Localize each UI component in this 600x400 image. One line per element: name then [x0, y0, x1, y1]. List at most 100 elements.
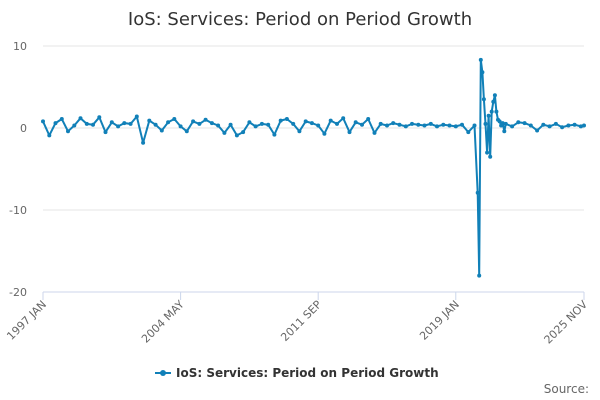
- data-point[interactable]: [366, 117, 371, 121]
- data-point[interactable]: [134, 114, 139, 119]
- data-point[interactable]: [535, 128, 540, 133]
- data-point[interactable]: [428, 121, 433, 126]
- data-point[interactable]: [322, 131, 327, 136]
- data-point[interactable]: [397, 122, 402, 127]
- data-point[interactable]: [347, 130, 352, 135]
- data-point[interactable]: [184, 129, 189, 134]
- data-point[interactable]: [228, 122, 233, 127]
- data-point[interactable]: [97, 115, 102, 120]
- data-point[interactable]: [516, 120, 521, 125]
- data-point[interactable]: [391, 121, 396, 126]
- data-point[interactable]: [378, 121, 383, 126]
- data-point[interactable]: [385, 123, 389, 128]
- data-point[interactable]: [197, 121, 202, 126]
- data-point[interactable]: [478, 57, 483, 62]
- data-point[interactable]: [209, 121, 214, 126]
- data-point[interactable]: [566, 123, 571, 128]
- data-point[interactable]: [141, 140, 146, 145]
- series-line[interactable]: [42, 58, 585, 277]
- data-point[interactable]: [522, 121, 527, 126]
- data-point[interactable]: [172, 117, 177, 121]
- data-point[interactable]: [328, 118, 333, 123]
- data-point[interactable]: [485, 150, 490, 155]
- data-point[interactable]: [447, 123, 452, 128]
- data-point[interactable]: [480, 70, 485, 75]
- data-point[interactable]: [166, 120, 171, 125]
- data-point[interactable]: [316, 123, 321, 128]
- data-point[interactable]: [53, 121, 58, 126]
- data-point[interactable]: [203, 117, 208, 122]
- data-point[interactable]: [441, 122, 446, 127]
- data-point[interactable]: [475, 190, 480, 195]
- data-point[interactable]: [222, 130, 227, 135]
- data-point[interactable]: [494, 109, 499, 114]
- data-point[interactable]: [84, 121, 89, 126]
- data-point[interactable]: [341, 116, 346, 121]
- data-point[interactable]: [272, 132, 277, 137]
- data-point[interactable]: [91, 122, 95, 127]
- data-point[interactable]: [309, 121, 314, 126]
- data-point[interactable]: [472, 123, 477, 128]
- data-point[interactable]: [481, 97, 486, 102]
- data-point[interactable]: [116, 124, 121, 129]
- data-point[interactable]: [284, 117, 289, 121]
- data-point[interactable]: [582, 123, 586, 128]
- data-point[interactable]: [410, 121, 414, 126]
- data-point[interactable]: [59, 117, 64, 121]
- data-point[interactable]: [502, 129, 507, 134]
- data-point[interactable]: [247, 120, 252, 125]
- data-point[interactable]: [360, 122, 364, 127]
- data-point[interactable]: [488, 154, 493, 159]
- data-point[interactable]: [78, 116, 83, 121]
- data-point[interactable]: [178, 124, 183, 129]
- data-point[interactable]: [572, 122, 577, 127]
- data-point[interactable]: [278, 118, 283, 123]
- data-point[interactable]: [291, 121, 296, 126]
- data-point[interactable]: [259, 121, 264, 126]
- legend-label[interactable]: IoS: Services: Period on Period Growth: [176, 366, 439, 380]
- data-point[interactable]: [372, 130, 377, 135]
- data-point[interactable]: [492, 93, 497, 98]
- data-point[interactable]: [153, 122, 158, 127]
- data-point[interactable]: [477, 273, 482, 278]
- data-point[interactable]: [491, 99, 496, 104]
- data-point[interactable]: [122, 121, 127, 126]
- data-point[interactable]: [453, 124, 458, 129]
- data-point[interactable]: [403, 124, 408, 129]
- data-point[interactable]: [147, 118, 152, 123]
- data-point[interactable]: [303, 119, 308, 124]
- data-point[interactable]: [483, 121, 488, 126]
- data-point[interactable]: [241, 130, 246, 135]
- data-point[interactable]: [510, 124, 515, 129]
- data-point[interactable]: [66, 129, 70, 134]
- data-point[interactable]: [159, 128, 164, 133]
- data-point[interactable]: [72, 123, 77, 128]
- data-point[interactable]: [460, 122, 464, 127]
- data-point[interactable]: [503, 121, 508, 126]
- series-line-group[interactable]: [41, 57, 586, 278]
- data-point[interactable]: [353, 120, 358, 125]
- data-point[interactable]: [541, 122, 546, 127]
- data-point[interactable]: [266, 122, 271, 127]
- data-point[interactable]: [297, 129, 302, 134]
- data-point[interactable]: [500, 121, 505, 126]
- data-point[interactable]: [416, 122, 421, 127]
- data-point[interactable]: [497, 119, 502, 124]
- data-point[interactable]: [253, 124, 258, 129]
- data-point[interactable]: [191, 119, 196, 124]
- data-point[interactable]: [553, 121, 558, 126]
- data-point[interactable]: [486, 113, 491, 118]
- data-point[interactable]: [234, 133, 239, 138]
- data-point[interactable]: [335, 121, 339, 126]
- data-point[interactable]: [47, 133, 52, 138]
- legend[interactable]: IoS: Services: Period on Period Growth: [155, 366, 439, 380]
- data-point[interactable]: [560, 125, 565, 130]
- data-point[interactable]: [528, 123, 533, 128]
- data-point[interactable]: [435, 124, 439, 129]
- data-point[interactable]: [216, 123, 221, 128]
- data-point[interactable]: [103, 130, 108, 135]
- data-point[interactable]: [489, 109, 494, 114]
- data-point[interactable]: [128, 121, 133, 126]
- data-point[interactable]: [466, 130, 471, 135]
- data-point[interactable]: [422, 123, 427, 128]
